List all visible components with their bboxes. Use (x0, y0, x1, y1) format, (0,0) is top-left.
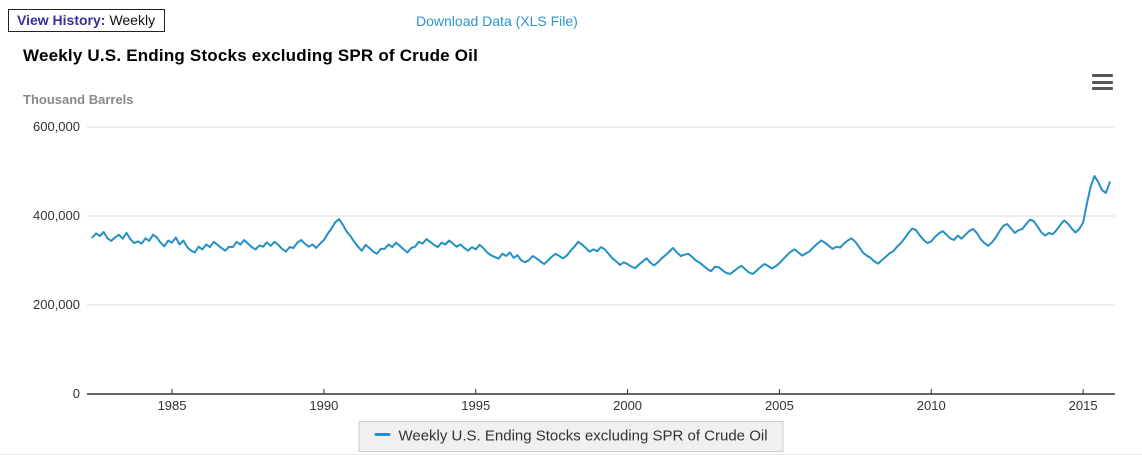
view-history-control[interactable]: View History: Weekly (8, 9, 166, 32)
view-history-label: View History: (17, 12, 106, 28)
x-tick-label: 2000 (613, 398, 642, 413)
legend-line-swatch (374, 433, 391, 437)
legend-item[interactable]: Weekly U.S. Ending Stocks excluding SPR … (358, 421, 784, 452)
y-tick-label: 200,000 (33, 297, 80, 312)
y-tick-label: 600,000 (33, 119, 80, 134)
x-tick-label: 2015 (1069, 398, 1098, 413)
view-history-value: Weekly (109, 12, 156, 28)
chart-title: Weekly U.S. Ending Stocks excluding SPR … (23, 46, 479, 65)
x-tick-label: 1995 (461, 398, 490, 413)
chart-export-menu-button[interactable] (1088, 70, 1118, 96)
x-tick-label: 1985 (158, 398, 187, 413)
y-axis-unit-label: Thousand Barrels (23, 92, 134, 107)
download-data-link[interactable]: Download Data (XLS File) (416, 13, 578, 29)
legend-label: Weekly U.S. Ending Stocks excluding SPR … (398, 427, 768, 445)
y-tick-label: 0 (73, 386, 80, 401)
x-tick-label: 1990 (309, 398, 338, 413)
x-tick-label: 2010 (917, 398, 946, 413)
hamburger-menu-icon (1092, 74, 1114, 90)
series-line (91, 175, 1111, 275)
x-tick-label: 2005 (765, 398, 794, 413)
y-tick-label: 400,000 (33, 208, 80, 223)
